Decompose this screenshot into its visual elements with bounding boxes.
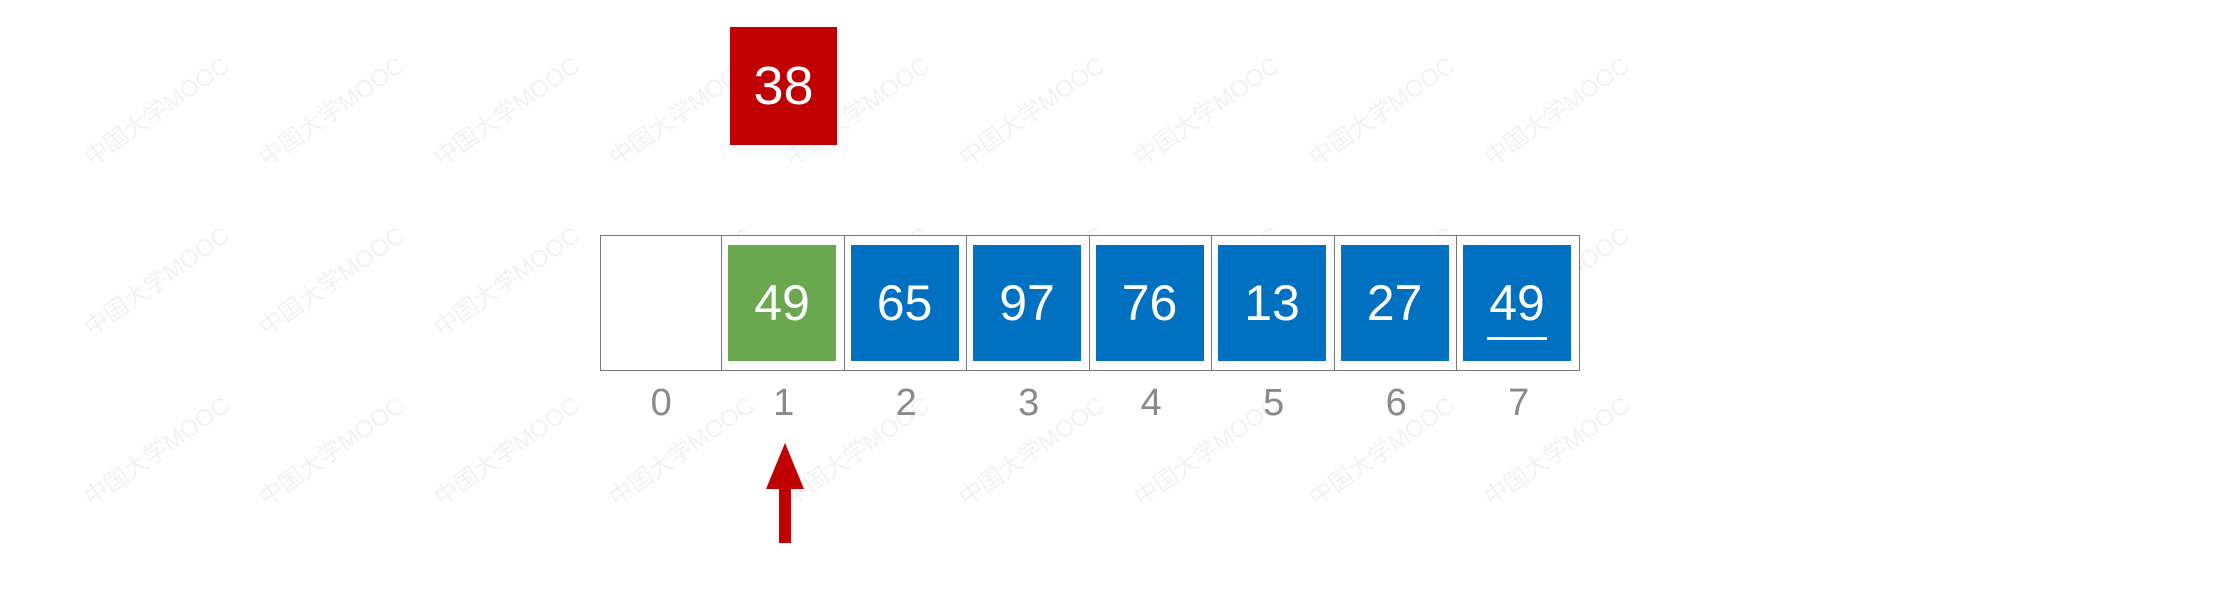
array-cell-5-fill: 13 <box>1218 245 1326 361</box>
watermark: 中国大学MOOC <box>429 221 585 342</box>
array-cell-7: 49 <box>1457 235 1580 371</box>
array-cell-2-fill: 65 <box>850 245 959 361</box>
array-index-0: 0 <box>650 382 672 424</box>
array-cell-4: 76 <box>1089 235 1212 371</box>
watermark: 中国大学MOOC <box>254 221 410 342</box>
watermark: 中国大学MOOC <box>429 391 585 512</box>
array-row: 49 65 97 76 13 27 <box>600 235 1580 373</box>
array-cell-4-fill: 76 <box>1095 245 1204 361</box>
watermark: 中国大学MOOC <box>1479 51 1635 172</box>
array-cell-6-value: 27 <box>1366 275 1423 331</box>
array-cell-7-fill: 49 <box>1463 245 1571 361</box>
array-index-3: 3 <box>1018 382 1040 424</box>
up-arrow-head <box>766 443 804 489</box>
array-cell-5: 13 <box>1212 235 1335 371</box>
array-cell-1-value: 49 <box>754 275 810 331</box>
array-cell-7-value: 49 <box>1487 275 1547 340</box>
array-cell-3-fill: 97 <box>973 245 1081 361</box>
array-cell-3-value: 97 <box>999 275 1055 331</box>
up-arrow-shaft <box>779 487 791 543</box>
array-index-7: 7 <box>1508 382 1530 424</box>
watermark: 中国大学MOOC <box>254 391 410 512</box>
watermark: 中国大学MOOC <box>1304 51 1460 172</box>
array-cell-1: 49 <box>722 235 845 371</box>
array-index-5: 5 <box>1263 382 1285 424</box>
up-arrow-icon <box>766 443 804 543</box>
watermark: 中国大学MOOC <box>1129 51 1285 172</box>
array-cell-6-fill: 27 <box>1340 245 1449 361</box>
watermark: 中国大学MOOC <box>79 51 235 172</box>
array-index-1: 1 <box>773 382 795 424</box>
key-value-box: 38 <box>730 27 837 145</box>
array-cell-4-value: 76 <box>1121 275 1178 331</box>
watermark: 中国大学MOOC <box>254 51 410 172</box>
array-cell-3: 97 <box>967 235 1090 371</box>
array-cell-5-value: 13 <box>1244 275 1300 331</box>
array-index-2: 2 <box>895 382 917 424</box>
array-cell-1-fill: 49 <box>728 245 836 361</box>
watermark: 中国大学MOOC <box>79 391 235 512</box>
watermark: 中国大学MOOC <box>429 51 585 172</box>
watermark: 中国大学MOOC <box>79 221 235 342</box>
array-indices: 0 1 2 3 4 5 6 7 <box>600 384 1580 434</box>
array-cell-6: 27 <box>1334 235 1457 371</box>
array-index-6: 6 <box>1385 382 1407 424</box>
key-value-label: 38 <box>753 56 814 116</box>
watermark: 中国大学MOOC <box>954 51 1110 172</box>
array-cell-2: 65 <box>844 235 967 371</box>
array-cell-0 <box>600 235 722 371</box>
array-index-4: 4 <box>1140 382 1162 424</box>
array-cell-2-value: 65 <box>876 275 933 331</box>
